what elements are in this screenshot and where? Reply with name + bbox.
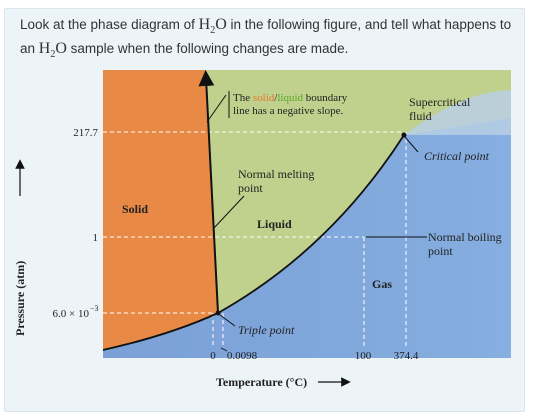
triple-point-marker xyxy=(215,310,221,316)
normal-boiling-label-1: Normal boiling xyxy=(428,230,502,244)
y-tick-triple: 6.0 × 10 xyxy=(53,308,90,320)
y-tick-217-7: 217.7 xyxy=(73,127,98,139)
vaporization-curve xyxy=(217,134,405,314)
formula-subscript: 2 xyxy=(210,25,216,37)
formula-h: H xyxy=(38,40,51,58)
question-text-part: sample when the following changes are ma… xyxy=(66,41,349,57)
x-tick-leader xyxy=(220,347,228,352)
y-axis-label: Pressure (atm) xyxy=(13,261,27,336)
normal-melting-label-1: Normal melting xyxy=(238,167,314,181)
normal-melting-label-2: point xyxy=(238,181,263,195)
supercritical-label-1: Supercritical xyxy=(409,95,471,109)
chemical-formula: H2O xyxy=(38,40,67,61)
critical-point-label: Critical point xyxy=(424,149,490,163)
question-text: Look at the phase diagram of H2O in the … xyxy=(20,16,515,64)
x-axis-label: Temperature (°C) xyxy=(216,375,307,389)
liquid-label: Liquid xyxy=(257,217,292,231)
y-tick-triple-exponent: −3 xyxy=(90,304,99,313)
melting-curve xyxy=(198,70,219,314)
x-tick-374-4: 374.4 xyxy=(394,350,419,362)
question-text-part: Look at the phase diagram of xyxy=(20,17,199,32)
leader-lines xyxy=(206,94,427,327)
supercritical-label-2: fluid xyxy=(409,109,432,123)
sublimation-curve xyxy=(102,312,219,351)
x-tick-0-0098: 0.0098 xyxy=(227,350,258,362)
x-tick-0: 0 xyxy=(210,350,216,362)
normal-boiling-label-2: point xyxy=(428,244,453,258)
triple-point-label: Triple point xyxy=(238,323,295,337)
formula-h: H xyxy=(198,16,211,33)
callout-line2: line has a negative slope. xyxy=(233,105,344,117)
formula-o: O xyxy=(55,40,67,58)
formula-subscript: 2 xyxy=(50,49,56,61)
callout-line1: The solid/liquid boundary xyxy=(233,92,348,104)
chemical-formula: H2O xyxy=(198,16,227,37)
question-text-part: in the following figure, and tell what h… xyxy=(20,17,512,57)
liquid-region xyxy=(206,70,511,313)
solid-label: Solid xyxy=(122,202,148,216)
solid-region xyxy=(103,70,218,350)
y-tick-1: 1 xyxy=(93,232,99,244)
gas-label: Gas xyxy=(372,277,392,291)
x-tick-100: 100 xyxy=(355,350,372,362)
critical-point-marker xyxy=(401,132,407,138)
formula-o: O xyxy=(215,16,227,33)
